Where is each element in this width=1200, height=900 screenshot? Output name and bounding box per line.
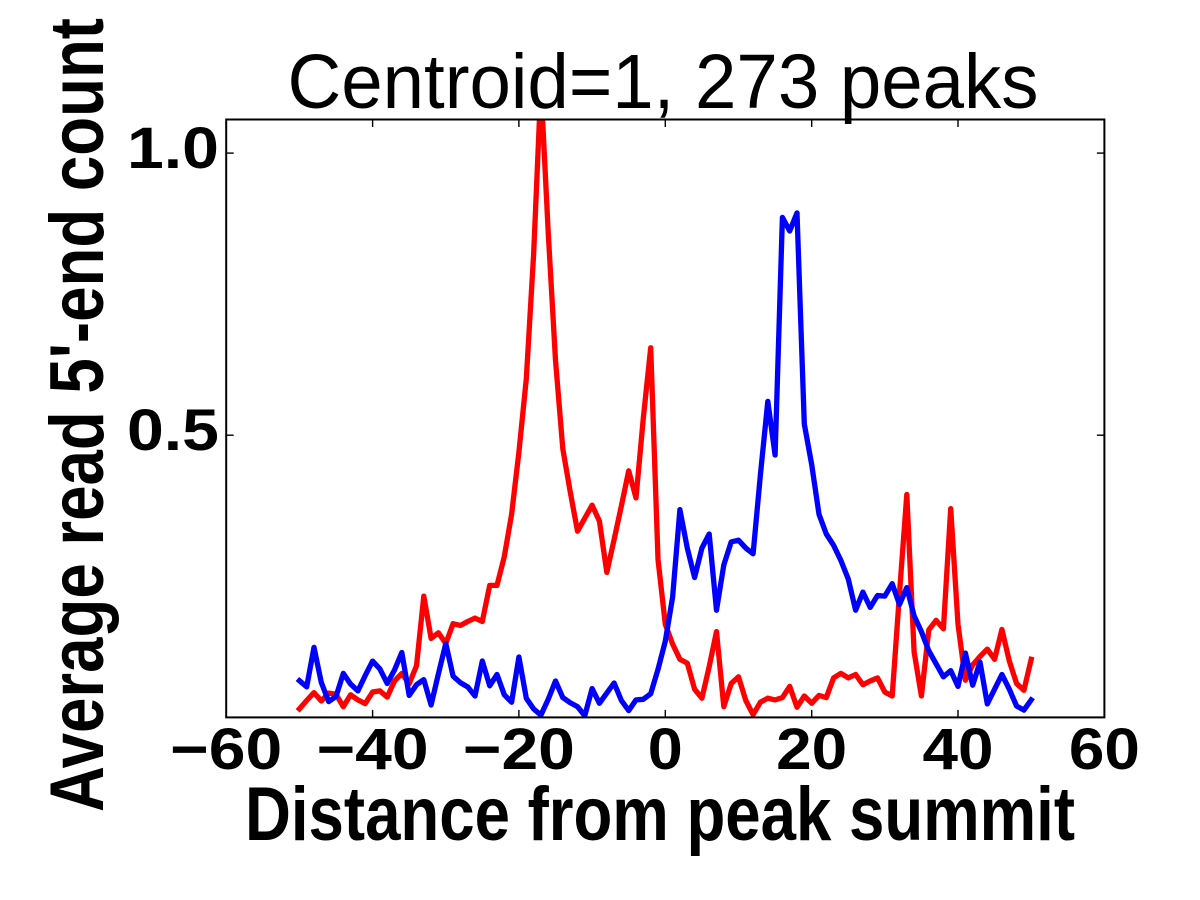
svg-text:0: 0	[648, 717, 683, 782]
svg-text:−60: −60	[170, 717, 282, 782]
svg-text:−40: −40	[317, 717, 429, 782]
svg-text:Centroid=1, 273 peaks: Centroid=1, 273 peaks	[288, 39, 1039, 125]
svg-text:Distance from peak summit: Distance from peak summit	[245, 772, 1075, 857]
svg-text:1.0: 1.0	[127, 116, 219, 181]
svg-text:20: 20	[776, 717, 847, 782]
svg-text:Average read 5'-end count: Average read 5'-end count	[35, 18, 120, 812]
svg-text:60: 60	[1069, 717, 1140, 782]
svg-text:40: 40	[923, 717, 994, 782]
svg-text:−20: −20	[463, 717, 575, 782]
svg-text:0.5: 0.5	[127, 398, 219, 463]
